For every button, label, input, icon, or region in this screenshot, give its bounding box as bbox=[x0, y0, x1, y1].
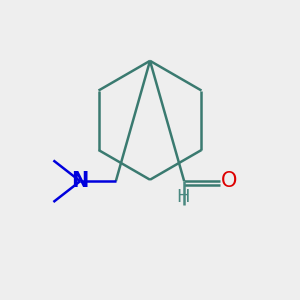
Text: N: N bbox=[71, 171, 89, 191]
Text: O: O bbox=[221, 171, 238, 191]
Text: H: H bbox=[176, 188, 189, 206]
